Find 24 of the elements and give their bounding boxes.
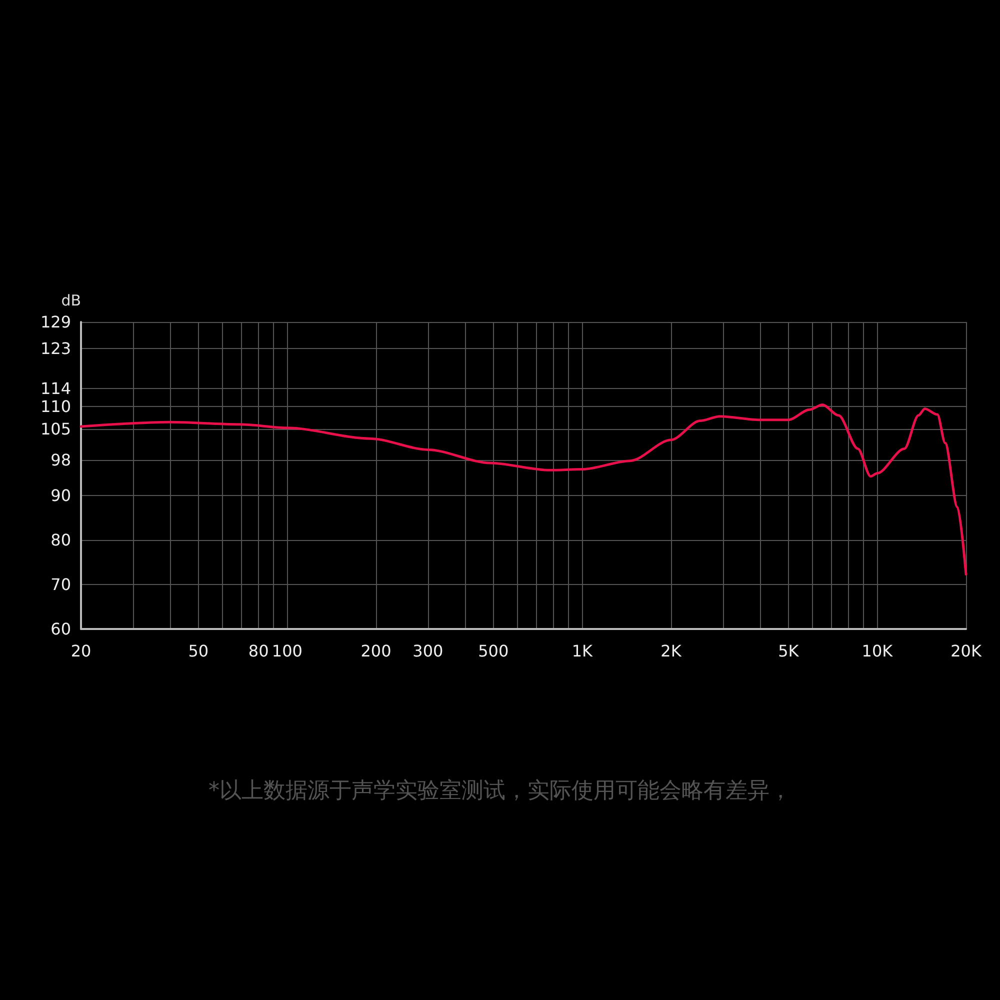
y-tick-label: 123: [40, 339, 71, 358]
y-tick-label: 70: [50, 575, 71, 594]
x-tick-label: 1K: [572, 642, 594, 660]
x-tick-label: 2K: [660, 642, 682, 660]
x-tick-label: 20: [70, 642, 92, 660]
y-tick-label: 105: [40, 419, 71, 438]
x-tick-label: 10K: [862, 642, 894, 660]
y-tick-label: 60: [50, 620, 71, 638]
y-tick-label: 98: [50, 450, 71, 470]
y-tick-label: 90: [50, 486, 71, 506]
x-tick-label: 80: [248, 642, 269, 660]
y-tick-label: 114: [40, 379, 71, 398]
x-tick-label: 300: [412, 642, 444, 660]
y-tick-label: 110: [40, 397, 71, 416]
x-tick-label: 100: [272, 642, 302, 660]
x-tick-label: 500: [478, 642, 509, 660]
x-tick-label: 5K: [778, 642, 800, 660]
x-tick-label: 50: [188, 642, 209, 660]
y-tick-label: 80: [50, 530, 71, 550]
text: *以上数据源于声学实验室测试，实际使用可能会略有差异，: [208, 778, 792, 804]
x-tick-label: 20K: [950, 642, 982, 660]
x-tick-label: 200: [360, 642, 392, 660]
y-tick-label: 129: [40, 312, 71, 332]
y-axis-title: dB: [61, 292, 81, 310]
